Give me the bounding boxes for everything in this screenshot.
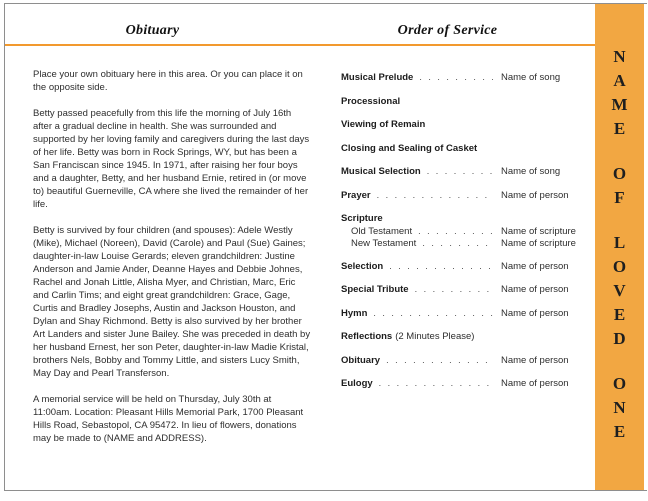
order-of-service-list: Musical Prelude . . . . . . . . . . . . .…	[341, 68, 587, 458]
service-item-label: Prayer	[341, 189, 371, 201]
service-item: Musical Prelude . . . . . . . . . . . . .…	[341, 72, 587, 85]
sidebar-letter: L	[613, 233, 626, 252]
dotted-leader: . . . . . . . . . . . . . . . . . . . . …	[376, 189, 493, 200]
service-item-label: Eulogy	[341, 378, 373, 389]
service-item-label: Selection	[341, 260, 384, 272]
service-item-value: Name of scripture	[501, 238, 576, 249]
service-item-value: Name of person	[501, 307, 569, 319]
obituary-paragraph: Betty is survived by four children (and …	[33, 225, 311, 379]
obituary-paragraph: A memorial service will be held on Thurs…	[33, 394, 304, 444]
sidebar-letter: O	[612, 374, 627, 393]
service-item: Prayer . . . . . . . . . . . . . . . . . …	[341, 190, 587, 203]
dotted-leader: . . . . . . . . . . . . . . . . . . . . …	[422, 238, 493, 248]
order-of-service-title: Order of Service	[397, 23, 498, 38]
service-item-label: Scripture	[341, 213, 383, 224]
dotted-leader: . . . . . . . . . . . . . . . . . . . . …	[386, 354, 493, 365]
obituary-title: Obituary	[125, 23, 180, 38]
dotted-leader: . . . . . . . . . . . . . . . . . . . . …	[419, 72, 493, 82]
header-rule	[5, 44, 596, 46]
sidebar-letter: E	[613, 119, 626, 138]
sidebar-letter: M	[611, 95, 628, 114]
sidebar-letter: E	[613, 305, 626, 324]
service-item-value: Name of person	[501, 378, 569, 389]
service-item: Old Testament . . . . . . . . . . . . . .…	[341, 226, 587, 238]
service-item: Viewing of Remain	[341, 119, 587, 132]
service-item-label: Musical Selection	[341, 166, 421, 177]
dotted-leader: . . . . . . . . . . . . . . . . . . . . …	[378, 378, 493, 388]
page-content: Place your own obituary here in this are…	[33, 68, 587, 458]
service-item: New Testament . . . . . . . . . . . . . .…	[341, 238, 587, 250]
dotted-leader: . . . . . . . . . . . . . . . . . . . . …	[418, 226, 493, 236]
service-item-label: New Testament	[351, 238, 417, 249]
sidebar-letter: O	[612, 164, 627, 183]
service-item-label: Hymn	[341, 307, 368, 319]
service-item-value: Name of song	[501, 166, 561, 177]
sidebar-letter: F	[614, 188, 625, 207]
obituary-paragraph: Betty passed peacefully from this life t…	[33, 108, 310, 210]
dotted-leader: . . . . . . . . . . . . . . . . . . . . …	[426, 166, 493, 176]
sidebar-letter: V	[613, 281, 626, 300]
service-item-label: Processional	[341, 95, 401, 107]
service-item-label: Special Tribute	[341, 284, 409, 295]
header-titles: Obituary Order of Service	[5, 23, 595, 39]
service-item: Musical Selection . . . . . . . . . . . .…	[341, 166, 587, 179]
service-item-label: Reflections	[341, 331, 393, 342]
service-item: Hymn . . . . . . . . . . . . . . . . . . …	[341, 308, 587, 321]
service-item-value: Name of person	[501, 260, 569, 272]
dotted-leader: . . . . . . . . . . . . . . . . . . . . …	[389, 260, 493, 271]
service-item: Eulogy . . . . . . . . . . . . . . . . . …	[341, 378, 587, 391]
sidebar-letter: A	[613, 71, 626, 90]
service-item-note: (2 Minutes Please)	[395, 331, 475, 342]
service-item: Scripture	[341, 213, 587, 226]
program-page-frame: Obituary Order of Service Place your own…	[4, 3, 647, 491]
sidebar-letter: N	[613, 47, 626, 66]
service-item-value: Name of person	[501, 284, 569, 295]
dotted-leader: . . . . . . . . . . . . . . . . . . . . …	[373, 307, 493, 318]
service-item: Processional	[341, 96, 587, 109]
obituary-paragraph: Place your own obituary here in this are…	[33, 69, 303, 93]
service-item: Closing and Sealing of Casket	[341, 143, 587, 156]
service-item-label: Musical Prelude	[341, 72, 414, 83]
sidebar-letter: O	[612, 257, 627, 276]
service-item: Obituary . . . . . . . . . . . . . . . . …	[341, 355, 587, 368]
service-item-value: Name of scripture	[501, 226, 576, 237]
obituary-paragraphs: Place your own obituary here in this are…	[33, 68, 311, 458]
service-item: Reflections (2 Minutes Please)	[341, 331, 587, 344]
service-item-group: Scripture Old Testament . . . . . . . . . …	[341, 213, 587, 250]
sidebar-letter: N	[613, 398, 626, 417]
service-item-label: Viewing of Remain	[341, 119, 426, 130]
service-item: Special Tribute . . . . . . . . . . . . .…	[341, 284, 587, 297]
service-item-value: Name of song	[501, 72, 561, 83]
sidebar-letter: E	[613, 422, 626, 441]
service-item-label: Closing and Sealing of Casket	[341, 142, 478, 154]
service-item: Selection . . . . . . . . . . . . . . . .…	[341, 261, 587, 274]
service-item-value: Name of person	[501, 354, 569, 366]
service-item-value: Name of person	[501, 189, 569, 201]
dotted-leader: . . . . . . . . . . . . . . . . . . . . …	[414, 284, 493, 294]
service-item-label: Old Testament	[351, 226, 413, 237]
sidebar-letter: D	[613, 329, 626, 348]
service-item-label: Obituary	[341, 354, 381, 366]
